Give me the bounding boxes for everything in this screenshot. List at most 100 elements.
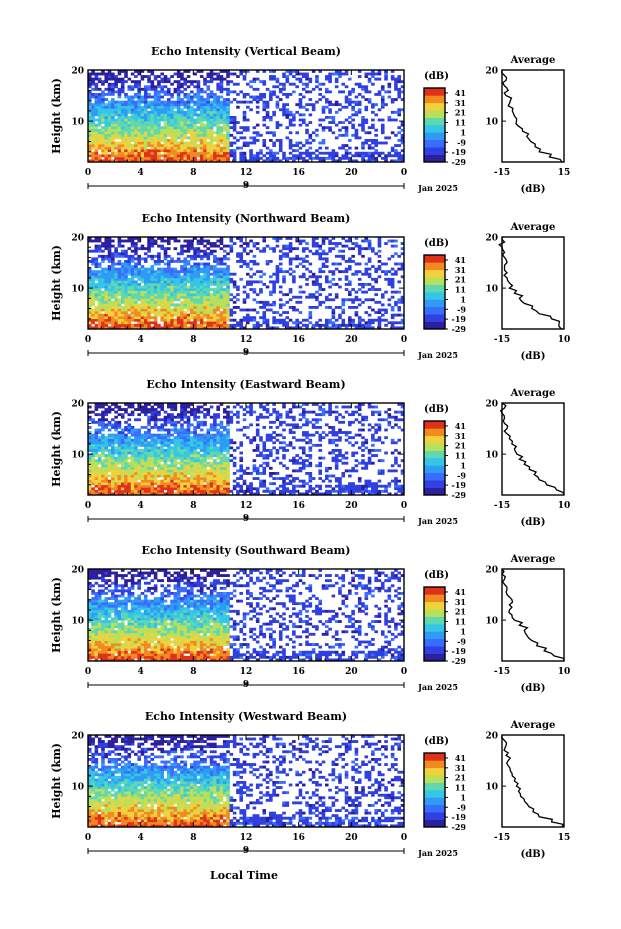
heatmap-cell <box>196 242 201 245</box>
heatmap-cell <box>101 451 105 455</box>
heatmap-cell <box>367 244 372 248</box>
heatmap-cell <box>255 98 260 101</box>
heatmap-cell <box>107 423 112 427</box>
heatmap-cell <box>173 308 178 312</box>
heatmap-cell <box>124 270 128 274</box>
heatmap-cell <box>331 151 336 155</box>
heatmap-cell <box>97 474 102 478</box>
heatmap-cell <box>107 288 112 291</box>
heatmap-cell <box>328 247 332 251</box>
heatmap-cell <box>176 316 181 320</box>
heatmap-cell <box>226 144 230 147</box>
heatmap-cell <box>295 110 299 114</box>
heatmap-cell <box>143 489 148 493</box>
heatmap-cell <box>219 277 224 281</box>
heatmap-cell <box>183 133 188 137</box>
heatmap-cell <box>387 82 392 86</box>
heatmap-cell <box>292 75 296 78</box>
heatmap-cell <box>295 257 299 261</box>
heatmap-cell <box>196 133 201 137</box>
heatmap-cell <box>203 298 207 302</box>
colorbar-step <box>424 296 445 300</box>
heatmap-cell <box>328 77 332 81</box>
heatmap-cell <box>88 461 92 465</box>
heatmap-cell <box>328 321 332 325</box>
heatmap-cell <box>216 306 220 309</box>
heatmap-cell <box>117 479 122 483</box>
heatmap-cell <box>222 123 227 127</box>
heatmap-cell <box>357 247 362 251</box>
heatmap-cell <box>334 159 339 163</box>
heatmap-cell <box>91 270 95 274</box>
heatmap-cell <box>272 93 276 96</box>
heatmap-cell <box>88 144 92 147</box>
heatmap-cell <box>222 293 227 297</box>
heatmap-cell <box>111 90 115 94</box>
heatmap-cell <box>120 477 125 480</box>
heatmap-cell <box>190 298 194 302</box>
heatmap-cell <box>153 308 158 312</box>
heatmap-cell <box>222 100 227 104</box>
heatmap-cell <box>222 303 227 307</box>
heatmap-cell <box>124 105 128 109</box>
heatmap-cell <box>143 323 148 327</box>
heatmap-cell <box>117 413 122 417</box>
heatmap-cell <box>301 239 306 243</box>
heatmap-cell <box>206 144 211 147</box>
heatmap-cell <box>94 449 99 452</box>
heatmap-cell <box>137 433 141 437</box>
heatmap-cell <box>91 280 95 284</box>
heatmap-cell <box>318 267 323 271</box>
heatmap-cell <box>147 85 151 89</box>
heatmap-cell <box>183 244 188 248</box>
heatmap-cell <box>176 85 181 89</box>
heatmap-cell <box>288 318 293 322</box>
heatmap-cell <box>357 75 362 78</box>
heatmap-cell <box>111 285 115 289</box>
heatmap-cell <box>213 98 217 101</box>
heatmap-cell <box>236 293 240 297</box>
heatmap-cell <box>292 308 296 312</box>
heatmap-cell <box>101 118 105 122</box>
heatmap-cell <box>157 118 161 122</box>
heatmap-cell <box>97 239 102 243</box>
heatmap-cell <box>216 267 220 271</box>
heatmap-cell <box>97 159 102 163</box>
heatmap-cell <box>91 293 95 297</box>
colorbar-step <box>424 139 445 143</box>
heatmap-cell <box>321 252 326 256</box>
colorbar-tick-label: -9 <box>457 304 466 314</box>
heatmap-cell <box>120 285 125 289</box>
heatmap-cell <box>367 144 372 147</box>
heatmap-cell <box>137 82 141 86</box>
heatmap-cell <box>292 326 296 330</box>
heatmap-cell <box>130 277 135 281</box>
heatmap-cell <box>97 80 102 84</box>
heatmap-cell <box>88 151 92 155</box>
heatmap-cell <box>219 323 224 327</box>
heatmap-cell <box>193 85 197 89</box>
heatmap-cell <box>357 123 362 127</box>
heatmap-cell <box>193 95 197 99</box>
heatmap-cell <box>173 126 178 130</box>
heatmap-cell <box>147 489 151 493</box>
heatmap-cell <box>216 72 220 76</box>
heatmap-cell <box>124 131 128 135</box>
chart-title: Echo Intensity (Eastward Beam) <box>146 378 345 391</box>
heatmap-cell <box>206 103 211 107</box>
heatmap-cell <box>153 313 158 317</box>
heatmap-cell <box>203 300 207 304</box>
heatmap-cell <box>101 459 105 463</box>
heatmap-cell <box>318 247 323 251</box>
heatmap-cell <box>124 318 128 322</box>
heatmap-cell <box>351 105 355 109</box>
heatmap-cell <box>295 131 299 135</box>
heatmap-cell <box>134 313 138 317</box>
heatmap-cell <box>193 103 197 107</box>
heatmap-cell <box>111 105 115 109</box>
heatmap-cell <box>94 420 99 424</box>
heatmap-cell <box>147 126 151 130</box>
colorbar-step <box>424 267 445 271</box>
heatmap-cell <box>120 474 125 478</box>
heatmap-cell <box>153 446 158 450</box>
